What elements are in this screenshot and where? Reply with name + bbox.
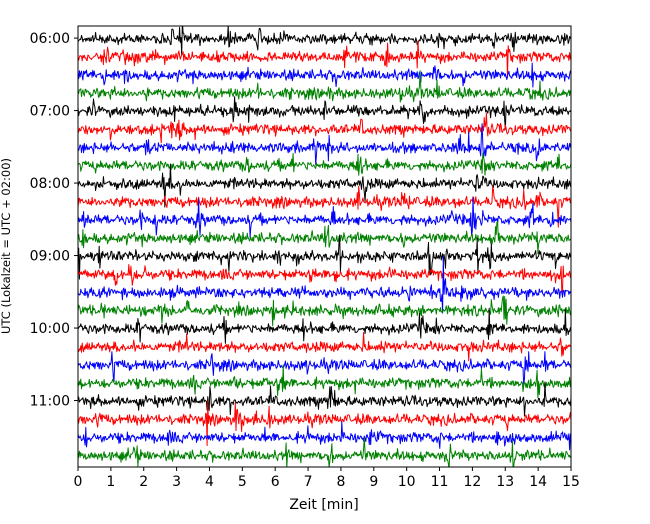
trace-0745 bbox=[78, 152, 571, 176]
y-tick-label: 09:00 bbox=[30, 249, 70, 265]
trace-1115 bbox=[78, 400, 571, 447]
x-tick-label: 9 bbox=[369, 474, 378, 490]
x-tick-label: 2 bbox=[139, 474, 148, 490]
x-tick-label: 13 bbox=[496, 474, 514, 490]
trace-0730 bbox=[78, 123, 571, 166]
y-tick-label: 10:00 bbox=[30, 321, 70, 337]
trace-0645 bbox=[78, 70, 571, 103]
x-tick-label: 12 bbox=[463, 474, 481, 490]
trace-1045 bbox=[78, 364, 571, 399]
trace-0900 bbox=[78, 234, 571, 280]
y-tick-label: 11:00 bbox=[30, 394, 70, 410]
trace-1100 bbox=[78, 381, 571, 417]
x-tick-label: 15 bbox=[562, 474, 580, 490]
x-tick-label: 8 bbox=[336, 474, 345, 490]
y-tick-label: 06:00 bbox=[30, 31, 70, 47]
trace-0615 bbox=[78, 40, 571, 79]
x-tick-label: 1 bbox=[106, 474, 115, 490]
x-tick-label: 3 bbox=[172, 474, 181, 490]
trace-0830 bbox=[78, 197, 571, 238]
x-tick-label: 5 bbox=[238, 474, 247, 490]
plot-frame bbox=[77, 25, 572, 468]
trace-1000 bbox=[78, 307, 571, 344]
x-axis-label: Zeit [min] bbox=[289, 497, 358, 513]
trace-1130 bbox=[78, 421, 571, 451]
trace-0600 bbox=[78, 26, 571, 56]
y-tick-label: 08:00 bbox=[30, 176, 70, 192]
x-tick-label: 6 bbox=[271, 474, 280, 490]
trace-0845 bbox=[78, 221, 571, 255]
x-tick-label: 7 bbox=[304, 474, 313, 490]
x-tick-label: 10 bbox=[398, 474, 416, 490]
trace-1030 bbox=[78, 351, 571, 386]
trace-0715 bbox=[78, 112, 571, 144]
trace-0945 bbox=[78, 295, 571, 327]
x-tick-label: 0 bbox=[74, 474, 83, 490]
x-tick-label: 4 bbox=[205, 474, 214, 490]
y-axis-label: UTC (Lokalzeit = UTC + 02:00) bbox=[0, 158, 13, 334]
trace-0630 bbox=[78, 62, 571, 88]
x-tick-label: 14 bbox=[529, 474, 547, 490]
trace-0815 bbox=[78, 185, 571, 228]
axes-layer: 0 1 2 3 4 5 6 7 8 9 10 11 12 13 14 1506:0007:0008:0009:… bbox=[30, 25, 580, 490]
trace-1145 bbox=[78, 437, 571, 467]
trace-1015 bbox=[78, 332, 571, 362]
trace-0700 bbox=[78, 96, 571, 130]
traces-layer bbox=[78, 26, 571, 467]
trace-0915 bbox=[78, 264, 571, 293]
trace-0800 bbox=[78, 163, 571, 208]
x-tick-label: 11 bbox=[431, 474, 449, 490]
y-tick-label: 07:00 bbox=[30, 104, 70, 120]
trace-0930 bbox=[78, 255, 571, 314]
